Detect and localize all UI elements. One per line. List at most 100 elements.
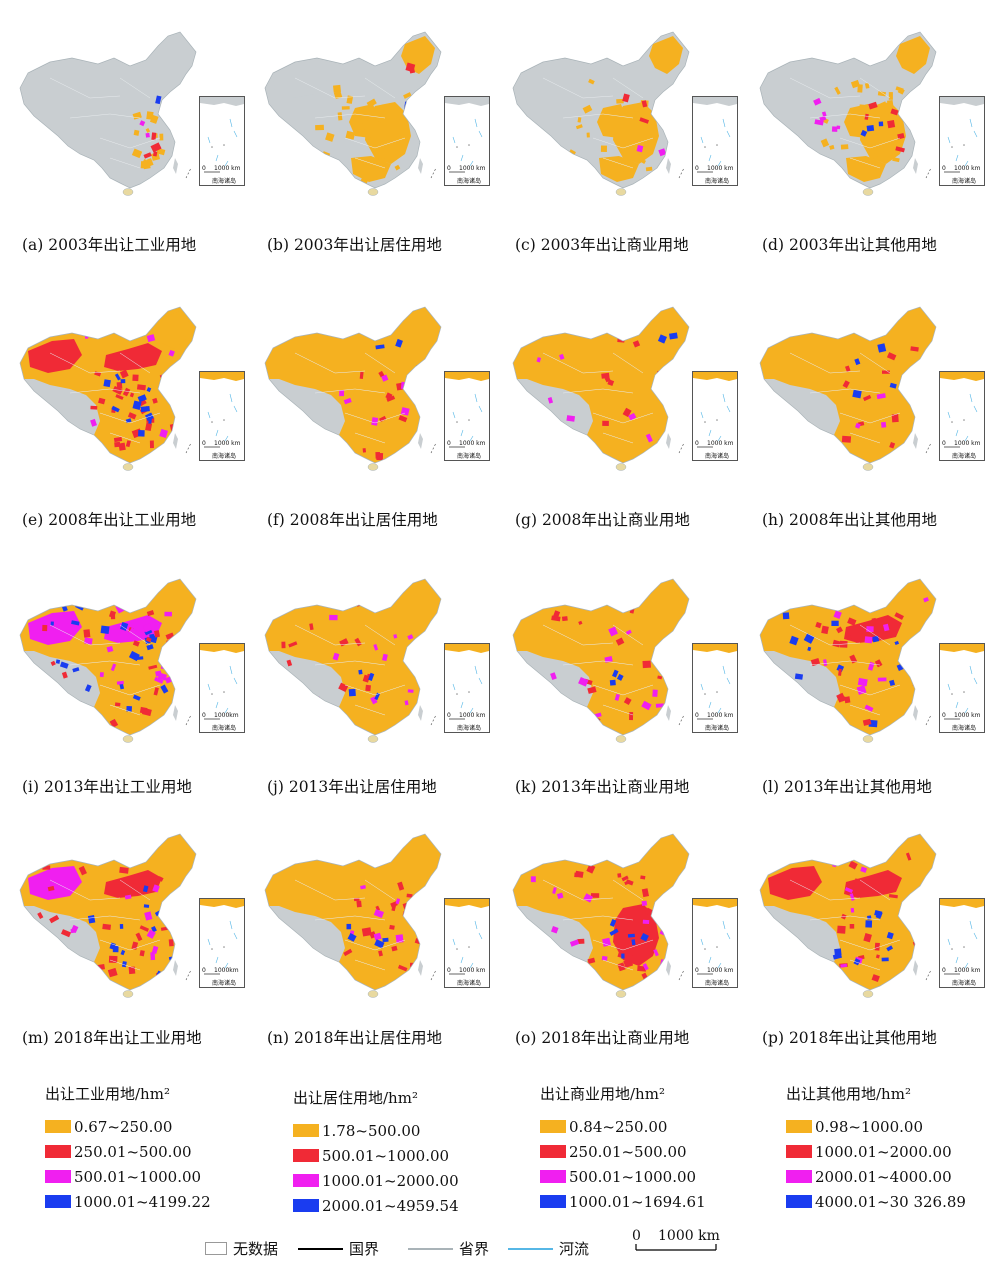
legend-class-label: 0.67~250.00 <box>74 1117 173 1136</box>
south-china-sea-inset-m: 0 1000km 南海诸岛 <box>199 898 245 988</box>
south-china-sea-inset-h: 0 1000 km 南海诸岛 <box>939 371 985 461</box>
map-panel-f: 0 1000 km 南海诸岛 <box>255 293 495 478</box>
scale-bar-graphic <box>635 1244 717 1251</box>
inset-region-label: 南海诸岛 <box>457 725 482 732</box>
map-panel-i: 0 1000km 南海诸岛 <box>10 565 250 750</box>
south-china-sea-inset-d: 0 1000 km 南海诸岛 <box>939 96 985 186</box>
legend-color-swatch <box>293 1124 319 1137</box>
no-data-swatch <box>205 1242 227 1255</box>
inset-map-d <box>940 97 984 173</box>
inset-map-c <box>693 97 737 173</box>
south-china-sea-inset-a: 0 1000 km 南海诸岛 <box>199 96 245 186</box>
panel-caption-e: (e) 2008年出让工业用地 <box>22 511 197 529</box>
south-china-sea-inset-c: 0 1000 km 南海诸岛 <box>692 96 738 186</box>
map-panel-c: 0 1000 km 南海诸岛 <box>503 18 743 203</box>
legend-color-swatch <box>540 1120 566 1133</box>
inset-region-label: 南海诸岛 <box>705 725 730 732</box>
legend-class-row: 1000.01~2000.00 <box>786 1139 1000 1164</box>
panel-caption-c: (c) 2003年出让商业用地 <box>515 236 689 254</box>
legend-color-swatch <box>786 1120 812 1133</box>
legend-class-label: 1.78~500.00 <box>322 1121 421 1140</box>
legend-class-label: 0.98~1000.00 <box>815 1117 923 1136</box>
legend-class-label: 500.01~1000.00 <box>569 1167 697 1186</box>
legend-class-label: 2000.01~4959.54 <box>322 1196 459 1215</box>
inset-region-label: 南海诸岛 <box>212 453 237 460</box>
south-china-sea-inset-j: 0 1000 km 南海诸岛 <box>444 643 490 733</box>
national-border-label: 国界 <box>349 1240 380 1258</box>
map-panel-l: 0 1000 km 南海诸岛 <box>750 565 990 750</box>
legend-color-swatch <box>45 1145 71 1158</box>
legend-title: 出让其他用地/hm² <box>786 1085 911 1103</box>
inset-region-label: 南海诸岛 <box>212 980 237 987</box>
provincial-border-line-symbol <box>408 1247 453 1250</box>
legend-block-1: 出让工业用地/hm² 0.67~250.00 250.01~500.00 500… <box>45 1083 260 1214</box>
legend-class-label: 1000.01~1694.61 <box>569 1192 706 1211</box>
legend-class-row: 1000.01~2000.00 <box>293 1168 508 1193</box>
legend-color-swatch <box>540 1145 566 1158</box>
panel-caption-l: (l) 2013年出让其他用地 <box>762 778 932 796</box>
inset-region-label: 南海诸岛 <box>212 725 237 732</box>
inset-map-m <box>200 899 244 975</box>
south-china-sea-inset-e: 0 1000 km 南海诸岛 <box>199 371 245 461</box>
legend-class-label: 4000.01~30 326.89 <box>815 1192 966 1211</box>
legend-class-label: 1000.01~2000.00 <box>322 1171 459 1190</box>
legend-class-row: 0.98~1000.00 <box>786 1114 1000 1139</box>
panel-caption-o: (o) 2018年出让商业用地 <box>515 1029 690 1047</box>
inset-scale-label: 1000 km <box>459 440 486 447</box>
china-map-g <box>512 306 690 471</box>
legend-class-row: 500.01~1000.00 <box>293 1143 508 1168</box>
inset-region-label: 南海诸岛 <box>952 980 977 987</box>
south-china-sea-inset-i: 0 1000km 南海诸岛 <box>199 643 245 733</box>
national-border-line-symbol <box>298 1247 343 1250</box>
river-label: 河流 <box>559 1240 590 1258</box>
inset-scale-label: 1000km <box>214 712 239 719</box>
inset-map-l <box>940 644 984 720</box>
china-map-e <box>19 306 197 471</box>
inset-region-label: 南海诸岛 <box>457 453 482 460</box>
inset-map-k <box>693 644 737 720</box>
inset-region-label: 南海诸岛 <box>952 453 977 460</box>
legend-color-swatch <box>786 1195 812 1208</box>
legend-color-swatch <box>786 1145 812 1158</box>
map-panel-b: 0 1000 km 南海诸岛 <box>255 18 495 203</box>
panel-caption-d: (d) 2003年出让其他用地 <box>762 236 937 254</box>
inset-map-b <box>445 97 489 173</box>
panel-caption-i: (i) 2013年出让工业用地 <box>22 778 192 796</box>
inset-scale-label: 1000 km <box>707 165 734 172</box>
legend-block-4: 出让其他用地/hm² 0.98~1000.00 1000.01~2000.00 … <box>786 1083 1000 1214</box>
legend-class-row: 2000.01~4959.54 <box>293 1193 508 1218</box>
provincial-border-label: 省界 <box>459 1240 490 1258</box>
river-line-symbol <box>508 1247 553 1250</box>
inset-region-label: 南海诸岛 <box>705 453 730 460</box>
inset-map-e <box>200 372 244 448</box>
legend-class-row: 0.84~250.00 <box>540 1114 755 1139</box>
legend-class-row: 500.01~1000.00 <box>540 1164 755 1189</box>
inset-scale-label: 1000 km <box>459 712 486 719</box>
legend-class-row: 2000.01~4000.00 <box>786 1164 1000 1189</box>
china-map-p <box>759 833 937 998</box>
legend-color-swatch <box>293 1149 319 1162</box>
scale-zero-label: 0 <box>632 1228 641 1244</box>
china-map-f <box>264 306 442 471</box>
inset-map-o <box>693 899 737 975</box>
legend-color-swatch <box>293 1174 319 1187</box>
inset-scale-label: 1000 km <box>954 712 981 719</box>
inset-scale-label: 1000 km <box>707 440 734 447</box>
legend-color-swatch <box>45 1170 71 1183</box>
legend-class-label: 250.01~500.00 <box>74 1142 192 1161</box>
national-border-legend-item: 国界 <box>298 1238 379 1259</box>
panel-caption-b: (b) 2003年出让居住用地 <box>267 236 442 254</box>
panel-caption-p: (p) 2018年出让其他用地 <box>762 1029 937 1047</box>
south-china-sea-inset-f: 0 1000 km 南海诸岛 <box>444 371 490 461</box>
south-china-sea-inset-k: 0 1000 km 南海诸岛 <box>692 643 738 733</box>
legend-block-2: 出让居住用地/hm² 1.78~500.00 500.01~1000.00 10… <box>293 1087 508 1218</box>
inset-scale-label: 1000 km <box>459 165 486 172</box>
inset-region-label: 南海诸岛 <box>705 980 730 987</box>
legend-class-row: 0.67~250.00 <box>45 1114 260 1139</box>
legend-class-label: 500.01~1000.00 <box>322 1146 450 1165</box>
legend-class-label: 250.01~500.00 <box>569 1142 687 1161</box>
inset-map-f <box>445 372 489 448</box>
inset-map-g <box>693 372 737 448</box>
inset-map-a <box>200 97 244 173</box>
panel-caption-g: (g) 2008年出让商业用地 <box>515 511 690 529</box>
